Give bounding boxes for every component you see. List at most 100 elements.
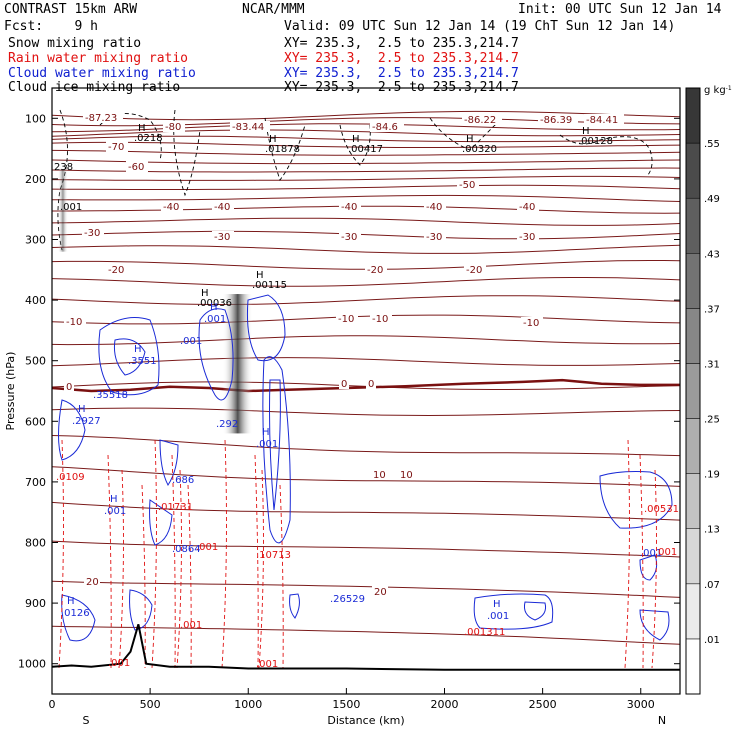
field-cloudwater-name: Cloud water mixing ratio (8, 66, 196, 81)
colorbar-label: .43 (704, 249, 720, 260)
cloud-water-label: .001 (180, 336, 202, 347)
rain-contour (639, 454, 644, 669)
y-tick-label: 300 (25, 234, 46, 247)
rain-contour (254, 454, 259, 669)
y-tick-label: 500 (25, 355, 46, 368)
high-marker: H (201, 288, 209, 299)
x-tick-label: 500 (140, 698, 161, 711)
isotherm-line (52, 580, 680, 598)
high-label: .00128 (578, 136, 613, 147)
snow-shading-left (57, 169, 68, 252)
isotherm-line (52, 466, 680, 487)
x-tick-label: 3000 (627, 698, 655, 711)
isotherm-line (52, 295, 680, 305)
rain-label: .001 (108, 658, 130, 669)
cloud-water-contour (149, 499, 173, 546)
cloud-water-high: H (134, 344, 142, 355)
rain-contour (151, 439, 157, 669)
y-tick-label: 600 (25, 415, 46, 428)
cloud-ice-contour (264, 117, 306, 181)
colorbar-swatch (685, 363, 701, 419)
isotherm-label: -83.44 (232, 122, 264, 133)
y-axis-title: Pressure (hPa) (4, 352, 17, 431)
cloud-water-label: .001 (204, 314, 226, 325)
y-tick-label: 400 (25, 294, 46, 307)
rain-contour (58, 439, 64, 669)
isotherm-label: -50 (459, 180, 475, 191)
x-tick-label: 2500 (529, 698, 557, 711)
field-snow-name: Snow mixing ratio (8, 36, 142, 51)
rain-label: .001 (196, 542, 218, 553)
cloud-water-contour (129, 589, 153, 631)
isotherm-line (52, 625, 680, 645)
x-tick-label: 1000 (234, 698, 262, 711)
colorbar-unit-exp: -1 (726, 85, 732, 92)
colorbar-swatch (685, 528, 701, 585)
colorbar-swatch (685, 253, 701, 309)
isotherm-label: -86.39 (540, 115, 572, 126)
plot-contents: -87.23 -80 -83.44 -84.6 -86.22 -86.39 -84.41 -7… (52, 109, 680, 671)
cloud-water-contour (247, 294, 286, 362)
high-label: 238 (54, 162, 73, 173)
plot-frame (51, 87, 681, 695)
isotherm-line (52, 277, 680, 287)
cloud-water-high: H (78, 404, 86, 415)
y-tick-label: 200 (25, 173, 46, 186)
isotherm-label: 0 (66, 382, 72, 393)
isotherm-line (52, 110, 680, 121)
isotherm-label: -84.6 (372, 122, 398, 133)
isotherm-label: -10 (66, 317, 82, 328)
rain-contour (118, 469, 124, 669)
cloud-water-contour (114, 338, 146, 376)
isotherm-label: -30 (341, 232, 357, 243)
colorbar-label: .49 (704, 194, 720, 205)
cloud-water-label: .0126 (61, 608, 90, 619)
isotherm-line (52, 159, 680, 165)
isotherm-line (52, 357, 680, 367)
high-label: .01878 (265, 144, 300, 155)
field-cloudwater-xy: XY= 235.3, 2.5 to 235.3,214.7 (284, 66, 519, 81)
colorbar-label: .25 (704, 415, 720, 426)
isotherm-line (52, 244, 680, 254)
colorbar-frame (685, 87, 701, 695)
colorbar-swatch (685, 418, 701, 474)
org-label: NCAR/MMM (242, 2, 305, 17)
cloud-water-contour (58, 399, 86, 461)
rain-label: .001 (256, 659, 278, 670)
isotherm-line (52, 230, 680, 240)
isotherm-label: -30 (214, 232, 230, 243)
rain-label: .001311 (464, 627, 505, 638)
cloud-water-high: H (262, 427, 270, 438)
high-marker: H (269, 134, 277, 145)
colorbar-swatch (685, 142, 701, 199)
cloud-water-label: .26529 (330, 594, 365, 605)
y-tick-label: 1000 (18, 658, 46, 671)
isotherm-label: -40 (519, 202, 535, 213)
cloud-water-label: .001 (256, 439, 278, 450)
y-tick-label: 900 (25, 597, 46, 610)
colorbar-label: .55 (704, 139, 720, 150)
cloud-water-contour (262, 356, 291, 544)
high-label: .001 (60, 202, 82, 213)
y-tick-label: 700 (25, 476, 46, 489)
isotherm-label: -40 (341, 202, 357, 213)
rain-label: .001 (180, 620, 202, 631)
x-tick-label: 2000 (431, 698, 459, 711)
colorbar-swatch (685, 308, 701, 364)
cloud-water-label: .2927 (72, 416, 101, 427)
high-marker: H (256, 270, 264, 281)
cloud-water-label: .35518 (93, 390, 128, 401)
x-axis-title: Distance (km) (327, 714, 404, 727)
y-tick-label: 800 (25, 537, 46, 550)
terrain-line (52, 624, 680, 671)
rain-contour (141, 484, 146, 669)
high-marker: H (138, 123, 146, 134)
isotherm-line (52, 194, 680, 202)
fcst-label: Fcst: 9 h (4, 19, 98, 34)
colorbar-label: .37 (704, 304, 720, 315)
colorbar-unit: g kg-1 (704, 85, 732, 96)
cloud-ice-contour (173, 109, 201, 197)
isotherm-line (52, 314, 680, 325)
isotherm-label: -10 (338, 314, 354, 325)
cloud-water-label: .001 (104, 506, 126, 517)
